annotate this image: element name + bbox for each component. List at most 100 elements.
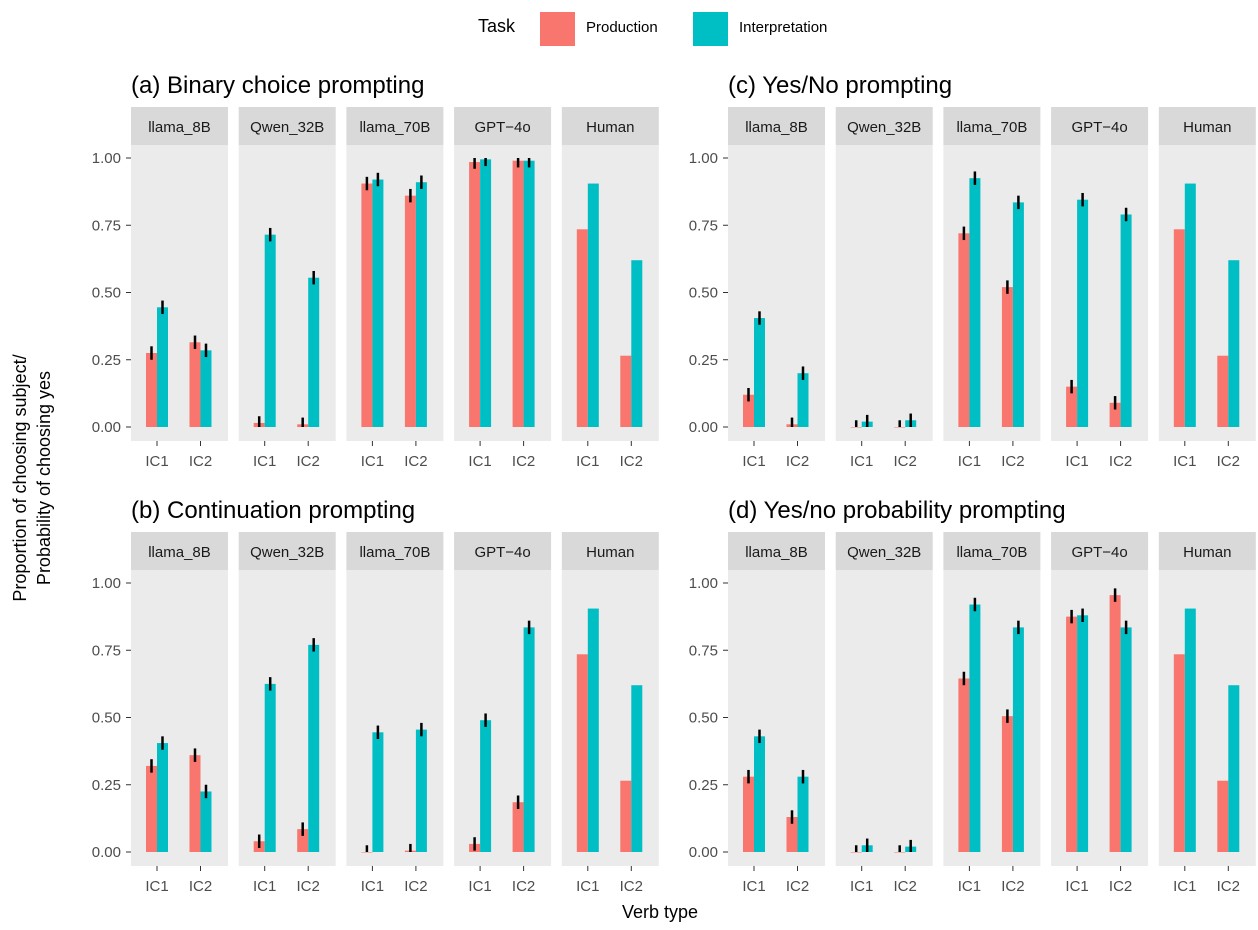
facet-plot-area <box>1051 145 1149 441</box>
bar-interpretation-IC2 <box>415 729 427 852</box>
bar-interpretation-IC2 <box>1012 202 1024 427</box>
bar-production-IC2 <box>404 195 416 427</box>
legend-label-production: Production <box>586 19 658 36</box>
bar-interpretation-IC1 <box>480 720 492 852</box>
facet-GPT−4o: GPT−4o IC1 IC2 <box>454 532 552 895</box>
bar-production-IC2 <box>894 852 906 853</box>
facet-strip <box>131 532 228 570</box>
x-tick-label: IC2 <box>1001 878 1024 895</box>
x-tick-label: IC1 <box>742 453 765 470</box>
bar-production-IC2 <box>620 355 632 427</box>
facet-label: llama_8B <box>745 544 808 561</box>
y-tick-label: 1.00 <box>92 150 121 167</box>
bar-interpretation-IC2 <box>200 350 212 427</box>
bar-interpretation-IC2 <box>523 160 535 427</box>
bar-interpretation-IC1 <box>264 234 276 427</box>
bar-production-IC1 <box>469 162 481 427</box>
bar-interpretation-IC1 <box>157 743 168 852</box>
facet-plot-area <box>238 570 336 866</box>
y-tick-label: 0.50 <box>92 285 121 302</box>
panel-2: (b) Continuation prompting 0.00 0.25 0.50 0.… <box>92 497 659 895</box>
facet-plot-area <box>943 570 1041 866</box>
y-tick-label: 0.00 <box>92 844 121 861</box>
bar-production-IC1 <box>850 852 862 853</box>
y-tick-label: 0.50 <box>92 710 121 727</box>
facet-llama_8B: llama_8B IC1 IC2 <box>131 107 228 470</box>
x-tick-label: IC1 <box>253 878 276 895</box>
legend-title: Task <box>478 16 516 36</box>
x-tick-label: IC1 <box>576 453 599 470</box>
facet-strip <box>561 107 659 145</box>
panel-title: (b) Continuation prompting <box>131 497 415 524</box>
facet-strip <box>943 107 1041 145</box>
bar-interpretation-IC1 <box>372 732 384 852</box>
x-tick-label: IC1 <box>958 878 981 895</box>
x-tick-label: IC2 <box>1109 453 1132 470</box>
facet-plot-area <box>346 570 444 866</box>
facet-label: llama_70B <box>956 119 1027 136</box>
facet-strip <box>728 532 825 570</box>
y-axis-label-line2: Probability of choosing yes <box>34 371 54 585</box>
bar-interpretation-IC1 <box>969 178 981 427</box>
x-tick-label: IC1 <box>576 878 599 895</box>
x-tick-label: IC1 <box>1173 453 1196 470</box>
y-tick-label: 0.00 <box>689 844 718 861</box>
x-tick-label: IC2 <box>786 878 809 895</box>
facet-llama_70B: llama_70B IC1 IC2 <box>943 532 1041 895</box>
x-tick-label: IC2 <box>1109 878 1132 895</box>
bar-production-IC1 <box>958 233 970 427</box>
facet-strip <box>1158 532 1256 570</box>
y-axis-label-line1: Proportion of choosing subject/ <box>10 354 30 601</box>
facet-Human: Human IC1 IC2 <box>561 532 659 895</box>
bar-production-IC2 <box>620 780 632 852</box>
y-tick-label: 0.25 <box>92 777 121 794</box>
x-tick-label: IC2 <box>512 453 535 470</box>
facet-plot-area <box>561 570 659 866</box>
bar-interpretation-IC2 <box>631 260 643 427</box>
x-tick-label: IC1 <box>468 453 491 470</box>
bar-production-IC2 <box>1217 780 1229 852</box>
bar-interpretation-IC2 <box>1012 627 1024 852</box>
y-tick-label: 0.50 <box>689 710 718 727</box>
facet-Qwen_32B: Qwen_32B IC1 IC2 <box>238 532 336 895</box>
y-tick-label: 1.00 <box>92 575 121 592</box>
bar-interpretation-IC2 <box>308 644 320 852</box>
facet-strip <box>1051 107 1149 145</box>
bar-production-IC2 <box>1217 355 1229 427</box>
x-tick-label: IC1 <box>1065 453 1088 470</box>
bar-interpretation-IC1 <box>754 318 765 427</box>
x-tick-label: IC1 <box>958 453 981 470</box>
x-tick-label: IC2 <box>297 453 320 470</box>
facet-label: Qwen_32B <box>250 544 324 561</box>
bar-interpretation-IC2 <box>523 627 535 852</box>
legend-swatch-production <box>540 12 575 46</box>
bar-production-IC1 <box>146 353 157 427</box>
bar-production-IC1 <box>361 183 373 427</box>
facet-Qwen_32B: Qwen_32B IC1 IC2 <box>835 532 933 895</box>
facet-strip <box>1158 107 1256 145</box>
bar-production-IC2 <box>512 802 524 852</box>
facet-plot-area <box>1158 570 1256 866</box>
facet-llama_8B: llama_8B IC1 IC2 <box>728 107 825 470</box>
facet-GPT−4o: GPT−4o IC1 IC2 <box>1051 107 1149 470</box>
facet-strip <box>238 532 336 570</box>
bar-interpretation-IC2 <box>1228 260 1240 427</box>
facet-llama_70B: llama_70B IC1 IC2 <box>346 532 444 895</box>
bar-production-IC2 <box>1109 402 1121 427</box>
facet-Human: Human IC1 IC2 <box>1158 107 1256 470</box>
x-tick-label: IC1 <box>742 878 765 895</box>
facet-label: GPT−4o <box>1071 119 1127 136</box>
legend-swatch-interpretation <box>693 12 728 46</box>
bar-production-IC1 <box>576 229 588 427</box>
facet-Human: Human IC1 IC2 <box>561 107 659 470</box>
y-tick-label: 0.50 <box>689 285 718 302</box>
facet-plot-area <box>454 570 552 866</box>
bar-production-IC1 <box>958 678 970 852</box>
facet-label: llama_70B <box>956 544 1027 561</box>
bar-production-IC1 <box>743 776 754 852</box>
facet-strip <box>346 107 444 145</box>
facet-label: Qwen_32B <box>847 119 921 136</box>
x-tick-label: IC2 <box>404 878 427 895</box>
facet-plot-area <box>131 145 228 441</box>
